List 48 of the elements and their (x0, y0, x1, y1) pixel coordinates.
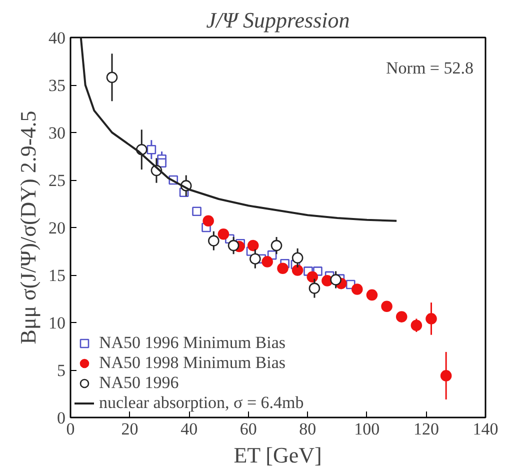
chart-title: J/Ψ Suppression (206, 8, 350, 32)
point (292, 252, 304, 264)
y-tick-label: 15 (48, 266, 66, 285)
point (262, 256, 273, 268)
point (277, 262, 288, 274)
y-tick-label: 5 (57, 361, 66, 380)
point (330, 274, 342, 286)
point (270, 240, 282, 252)
point (426, 313, 437, 324)
point (396, 311, 408, 322)
point (250, 253, 261, 264)
point (218, 228, 230, 240)
legend-label: NA50 1996 Minimum Bias (99, 333, 286, 353)
x-tick-label: 20 (121, 420, 138, 438)
point (146, 144, 156, 154)
point (192, 206, 202, 216)
point (208, 235, 220, 246)
x-tick-label: 100 (354, 420, 380, 438)
y-axis-title: Bμμ σ(J/Ψ)/σ(DY) 2.9-4.5 (16, 110, 40, 344)
point (306, 271, 318, 283)
y-tick-label: 25 (48, 171, 66, 190)
point (106, 72, 118, 84)
y-tick-label: 20 (48, 218, 66, 238)
y-tick-label: 40 (48, 28, 66, 48)
y-tick-label: 10 (48, 314, 66, 332)
point (308, 282, 320, 294)
point (202, 215, 214, 226)
x-tick-label: 60 (240, 420, 257, 438)
y-tick-label: 30 (48, 124, 66, 142)
x-tick-label: 40 (180, 420, 198, 438)
legend-label: nuclear absorption, σ = 6.4mb (99, 393, 304, 413)
x-tick-label: 140 (472, 420, 498, 438)
point (410, 320, 422, 331)
legend-label: NA50 1998 Minimum Bias (99, 353, 286, 373)
point (228, 240, 240, 252)
point (157, 158, 166, 168)
y-tick-label: 35 (48, 76, 66, 95)
point (366, 289, 378, 301)
x-tick-label: 120 (413, 420, 439, 438)
point (351, 284, 363, 295)
legend-label: NA50 1996 (99, 373, 179, 393)
annotation: Norm = 52.8 (386, 58, 474, 78)
x-axis-title: ET [GeV] (234, 442, 322, 468)
x-tick-label: 80 (299, 420, 316, 438)
point (292, 264, 304, 276)
point (381, 300, 392, 312)
point (440, 370, 452, 382)
point (247, 240, 259, 252)
